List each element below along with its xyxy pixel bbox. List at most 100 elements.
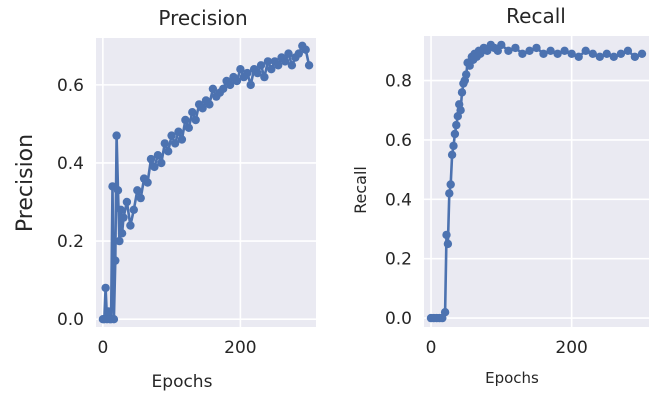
recall-data-point (450, 129, 460, 139)
precision-data-point (101, 283, 110, 293)
recall-data-point (442, 230, 451, 240)
precision-data-point (188, 108, 197, 117)
precision-data-point (236, 65, 245, 74)
recall-data-point (630, 52, 640, 61)
recall-data-point (456, 106, 465, 115)
precision-data-point (146, 154, 156, 164)
precision-data-point (150, 162, 159, 172)
precision-data-point (263, 57, 273, 66)
precision-data-point (153, 151, 163, 160)
recall-y-tick-label: 0.8 (385, 72, 412, 92)
recall-data-point (443, 239, 453, 249)
precision-data-point (164, 147, 173, 156)
precision-title: Precision (158, 6, 247, 30)
recall-data-point (440, 308, 450, 317)
precision-x-tick-label: 0 (97, 338, 108, 358)
precision-grid (96, 38, 316, 327)
recall-data-point (532, 43, 541, 53)
precision-data-point (157, 158, 166, 168)
precision-y-tick-label: 0.4 (57, 154, 84, 174)
precision-data-point (301, 45, 310, 54)
precision-data-point (116, 205, 126, 214)
recall-data-point (446, 180, 455, 189)
precision-data-point (198, 104, 207, 113)
recall-title: Recall (506, 4, 566, 28)
precision-data-point (143, 178, 152, 187)
precision-data-point (208, 84, 218, 94)
recall-plot-area (424, 36, 649, 327)
precision-data-point (181, 115, 190, 125)
precision-y-tick-label: 0.0 (57, 310, 84, 330)
precision-data-point (109, 315, 119, 324)
recall-data-point (560, 46, 569, 55)
recall-y-tick-label: 0.6 (385, 131, 412, 151)
recall-series (426, 40, 647, 323)
recall-data-point (574, 52, 583, 61)
precision-data-point (129, 205, 138, 214)
recall-chart: 0.0 0.2 0.4 0.6 0.8 0 200 Recall Epochs Recall (351, 4, 649, 387)
precision-data-point (160, 139, 169, 148)
recall-data-point (567, 49, 576, 58)
precision-data-point (126, 221, 135, 230)
precision-chart: 0.0 0.2 0.4 0.6 0 200 Precision Epochs Precis… (13, 6, 316, 392)
recall-data-point (602, 49, 611, 58)
precision-data-point (253, 68, 262, 78)
precision-data-point (232, 76, 242, 86)
precision-data-point (122, 197, 132, 207)
precision-data-point (117, 229, 127, 238)
recall-x-tick-label: 0 (426, 338, 437, 358)
precision-series-line (102, 44, 311, 321)
recall-data-point (511, 43, 520, 53)
recall-grid (424, 36, 649, 327)
precision-y-tick-label: 0.6 (57, 76, 84, 96)
precision-data-point (256, 61, 266, 70)
precision-tick-labels: 0.0 0.2 0.4 0.6 0 200 (57, 76, 257, 358)
precision-data-point (119, 213, 128, 222)
precision-data-point (243, 68, 252, 78)
precision-x-axis-label: Epochs (152, 372, 213, 392)
precision-data-point (280, 57, 290, 66)
precision-data-point (294, 49, 303, 58)
recall-x-tick-label: 200 (555, 338, 587, 358)
recall-data-point (546, 46, 555, 55)
recall-tick-labels: 0.0 0.2 0.4 0.6 0.8 0 200 (385, 72, 588, 358)
recall-data-point (445, 189, 454, 198)
recall-data-point (616, 49, 626, 58)
precision-data-point (287, 61, 297, 70)
precision-series (98, 41, 314, 324)
precision-data-point (191, 115, 200, 125)
precision-data-point (115, 236, 124, 246)
precision-data-point (170, 139, 180, 148)
precision-data-point (174, 127, 183, 136)
recall-y-tick-label: 0.0 (385, 309, 412, 329)
recall-y-tick-label: 0.2 (385, 250, 412, 270)
precision-data-point (219, 84, 228, 94)
recall-y-axis-label: Recall (351, 166, 370, 214)
precision-data-point (246, 80, 255, 90)
recall-data-point (525, 46, 534, 55)
recall-data-point (595, 52, 604, 61)
precision-data-point (111, 256, 120, 265)
recall-data-point (637, 49, 647, 58)
recall-x-axis-label: Epochs (485, 369, 539, 387)
precision-data-point (184, 123, 193, 132)
precision-data-point (136, 193, 145, 203)
recall-data-point (623, 46, 633, 55)
recall-y-tick-label: 0.4 (385, 190, 412, 210)
precision-data-point (225, 80, 235, 90)
precision-data-point (133, 186, 142, 195)
recall-data-point (518, 49, 527, 58)
precision-y-tick-label: 0.2 (57, 232, 84, 252)
precision-data-point (304, 61, 314, 70)
precision-data-point (205, 100, 214, 109)
precision-data-point (112, 131, 121, 140)
precision-plot-area (96, 38, 316, 327)
precision-data-point (284, 49, 293, 58)
recall-data-point (452, 120, 461, 130)
precision-data-point (274, 61, 283, 70)
precision-data-point (113, 186, 123, 195)
precision-data-point (167, 131, 176, 140)
recall-data-point (497, 40, 506, 50)
recall-data-point (457, 88, 467, 97)
